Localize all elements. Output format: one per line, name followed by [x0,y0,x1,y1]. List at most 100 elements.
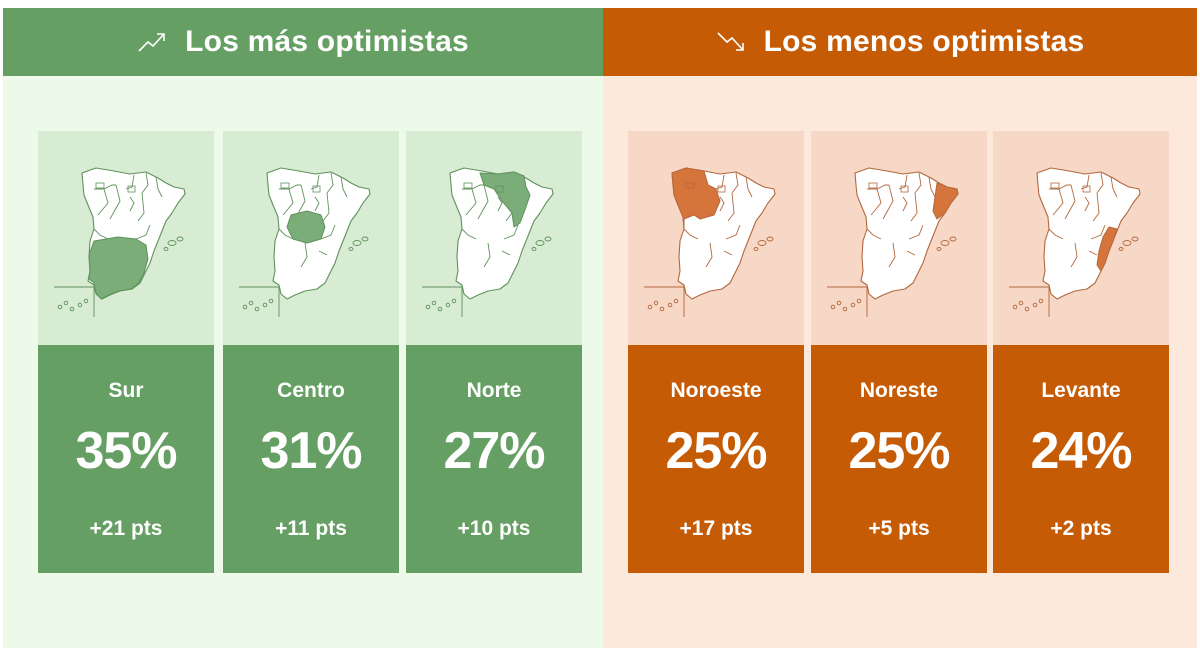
region-border [463,182,473,189]
region-card-noreste: Noreste 25% +5 pts [811,131,987,573]
region-border [1092,192,1100,222]
optimistic-header: Los más optimistas [3,8,603,76]
region-border [719,196,725,212]
spain-map [644,167,776,317]
region-border [141,172,149,194]
canary-inset-frame [827,286,868,317]
region-border [135,224,151,240]
region-border [127,185,136,193]
balearic-island [361,236,369,242]
highlighted-region [479,171,531,228]
spain-map [827,167,959,317]
region-card-centro: Centro 31% +11 pts [223,131,399,573]
balearic-island [1131,236,1139,242]
region-border [910,192,918,222]
canary-island [437,306,443,312]
region-border [155,176,163,198]
canary-island [425,304,431,310]
region-border [279,184,301,190]
region-value: 25% [665,422,767,480]
region-border [906,250,916,256]
region-border [483,242,491,268]
region-border [717,185,726,193]
balearic-island [167,240,177,246]
region-border [1096,172,1104,194]
region-border [866,228,882,240]
region-map [993,131,1169,345]
balearic-island [1118,247,1124,251]
canary-island [242,304,248,310]
region-border [1110,176,1118,198]
spain-map [422,167,554,317]
canary-island [268,298,274,304]
region-change: +5 pts [868,517,930,540]
region-border [914,172,922,194]
region-border [497,196,503,212]
highlighted-region [1096,226,1118,272]
region-name: Sur [108,379,144,402]
region-stat: Sur 35% +21 pts [38,345,214,573]
region-card-noroeste: Noroeste 25% +17 pts [628,131,804,573]
region-border [882,184,894,220]
region-map [628,131,804,345]
highlighted-region [286,210,326,244]
canary-island [63,300,69,306]
region-stat: Noroeste 25% +17 pts [628,345,804,573]
region-border [1088,250,1098,256]
region-border [503,224,519,240]
highlighted-region [88,236,149,300]
balearic-island [766,236,774,242]
region-border [868,182,878,189]
region-border [95,182,105,189]
balearic-island [544,236,552,242]
region-change: +11 pts [275,517,347,540]
balearic-island [936,247,942,251]
canary-island [850,302,856,308]
region-border [867,184,889,190]
canary-island [673,298,679,304]
region-border [326,172,334,194]
spain-map [239,167,371,317]
region-border [908,224,924,240]
region-value: 24% [1030,422,1132,480]
region-change: +10 pts [457,517,531,540]
region-border [902,196,908,212]
canary-inset-frame [644,286,685,317]
region-border [1082,185,1091,193]
region-border [731,172,739,194]
canary-island [1038,298,1044,304]
region-name: Centro [277,379,345,402]
region-map [811,131,987,345]
region-border [300,242,308,268]
trend-up-icon [138,33,165,52]
region-border [1050,182,1060,189]
spain-map [1009,167,1141,317]
region-change: +2 pts [1050,517,1112,540]
canary-island [1032,302,1038,308]
region-border [1052,188,1064,216]
region-name: Norte [466,379,522,402]
region-border [109,184,121,220]
region-border [340,176,348,198]
region-stat: Norte 27% +10 pts [406,345,582,573]
balearic-island [1122,240,1132,246]
canary-island [659,306,665,312]
region-border [278,228,294,240]
region-border [93,228,109,240]
region-border [1084,196,1090,212]
balearic-island [176,236,184,242]
canary-island [856,298,862,304]
balearic-island [531,247,537,251]
canary-island [431,300,437,306]
canary-island [842,306,848,312]
region-border [282,188,294,216]
region-value: 25% [848,422,950,480]
region-map [38,131,214,345]
canary-island [69,306,75,312]
canary-island [77,302,83,308]
region-border [723,250,733,256]
canary-island [653,300,659,306]
region-border [1090,224,1106,240]
region-map [406,131,582,345]
region-border [495,185,504,193]
